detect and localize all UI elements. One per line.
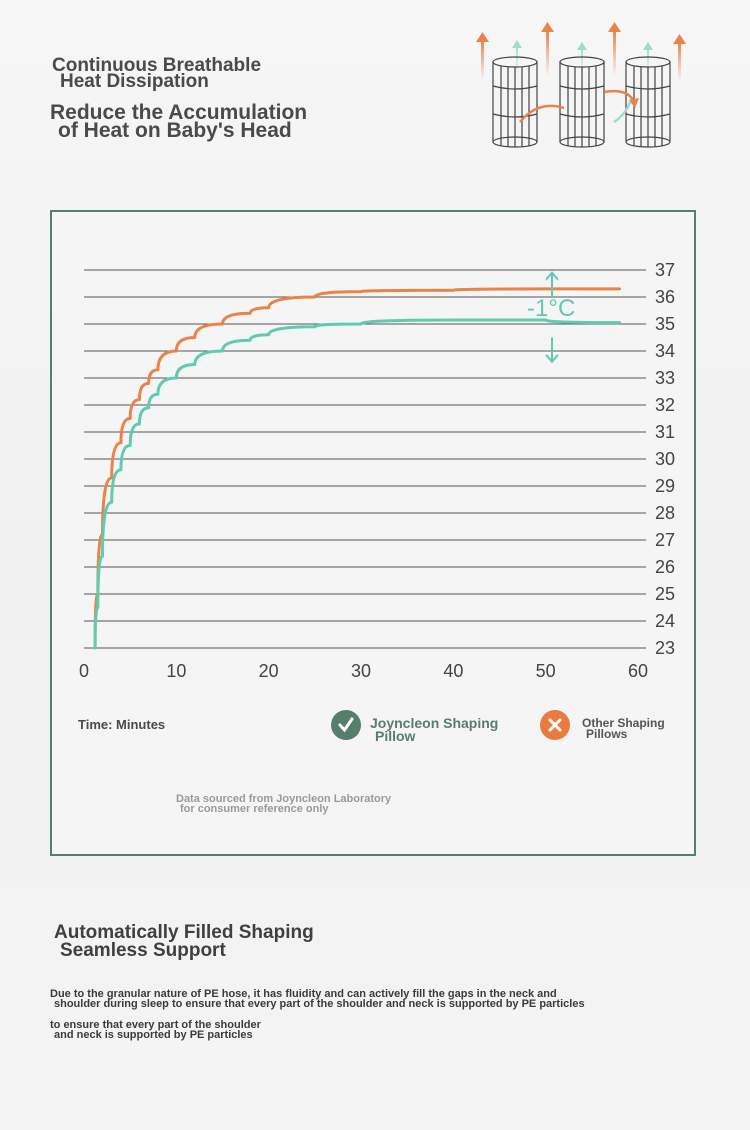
legend-joyncleon-line1: Joyncleon Shaping (370, 715, 499, 731)
temperature-chart: 37 36 35 34 33 32 31 30 29 28 27 26 25 24 23 0 10 20 30 40 5… (79, 260, 675, 681)
cylinder-icon (559, 56, 605, 148)
cylinder-icon (492, 56, 538, 148)
x-tick-label: 20 (259, 661, 279, 681)
description-paragraph-2: to ensure that every part of the shoulde… (50, 1019, 261, 1041)
arrow-down-icon (545, 354, 559, 364)
y-tick-label: 31 (655, 422, 675, 442)
para2-line1: to ensure that every part of the shoulde… (50, 1019, 261, 1031)
y-tick-label: 27 (655, 530, 675, 550)
arrow-up-icon (545, 271, 559, 281)
section-title: Automatically Filled Shaping Seamless Su… (54, 922, 314, 961)
title-line1: Continuous Breathable (52, 55, 262, 76)
y-tick-label: 25 (655, 584, 675, 604)
difference-annotation: -1°C (527, 295, 575, 322)
source-line1: Data sourced from Joyncleon Laboratory (176, 793, 392, 805)
x-tick-label: 10 (166, 661, 186, 681)
legend-label-other: Other Shaping Pillows (582, 716, 665, 741)
subtitle: Reduce the Accumulation of Heat on Baby'… (50, 101, 382, 142)
header: Continuous Breathable Heat Dissipation R… (50, 55, 382, 142)
y-tick-label: 34 (655, 341, 675, 361)
x-tick-label: 60 (628, 661, 648, 681)
legend-item-other: Other Shaping Pillows (540, 710, 665, 740)
chart-card: 37 36 35 34 33 32 31 30 29 28 27 26 25 24 23 0 10 20 30 40 5… (50, 210, 696, 856)
description-paragraph: Due to the granular nature of PE hose, i… (50, 988, 585, 1010)
x-tick-label: 30 (351, 661, 371, 681)
y-tick-label: 30 (655, 449, 675, 469)
y-tick-label: 35 (655, 314, 675, 334)
section-title-line1: Automatically Filled Shaping (54, 922, 314, 943)
title-line2: Heat Dissipation (60, 71, 209, 92)
y-tick-label: 33 (655, 368, 675, 388)
check-icon (331, 710, 361, 740)
subtitle-line2: of Heat on Baby's Head (58, 119, 292, 142)
x-tick-label: 0 (79, 661, 89, 681)
series-line-joyncleon (93, 318, 622, 650)
para1-line2: shoulder during sleep to ensure that eve… (54, 998, 585, 1010)
x-tick-label: 50 (536, 661, 556, 681)
source-line2: for consumer reference only (180, 803, 329, 815)
legend-joyncleon-line2: Pillow (375, 728, 416, 744)
para2-line2: and neck is supported by PE particles (54, 1029, 253, 1041)
section-title-line2: Seamless Support (60, 940, 226, 961)
title: Continuous Breathable Heat Dissipation (52, 55, 382, 92)
legend-other-line2: Pillows (586, 727, 628, 741)
heat-dissipation-illustration (476, 22, 686, 148)
y-tick-label: 24 (655, 611, 675, 631)
series-line-other (93, 287, 622, 647)
cross-icon (540, 710, 570, 740)
y-tick-label: 28 (655, 503, 675, 523)
y-tick-label: 23 (655, 638, 675, 658)
y-tick-label: 32 (655, 395, 675, 415)
legend-label-joyncleon: Joyncleon Shaping Pillow (370, 715, 499, 744)
cylinder-icon (625, 56, 671, 148)
legend-other-line1: Other Shaping (582, 716, 665, 730)
y-tick-label: 37 (655, 260, 675, 280)
data-source-note: Data sourced from Joyncleon Laboratory f… (176, 793, 392, 815)
heat-arrows-icon (476, 22, 686, 82)
airflow-arrow-icon (519, 89, 639, 124)
x-axis-label: Time: Minutes (78, 717, 166, 732)
para1-line1: Due to the granular nature of PE hose, i… (50, 988, 557, 1000)
y-tick-label: 26 (655, 557, 675, 577)
legend-item-joyncleon: Joyncleon Shaping Pillow (331, 710, 498, 743)
subtitle-line1: Reduce the Accumulation (50, 101, 308, 124)
x-tick-label: 40 (443, 661, 463, 681)
y-tick-label: 36 (655, 287, 675, 307)
y-tick-label: 29 (655, 476, 675, 496)
